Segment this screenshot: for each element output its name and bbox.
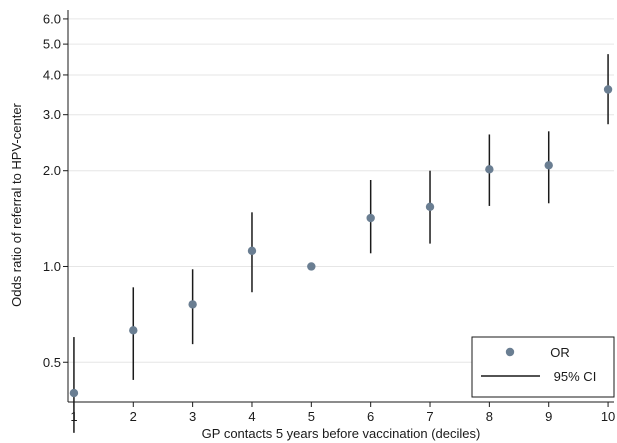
y-tick-label: 1.0 [43,259,61,274]
data-marks [69,54,613,433]
grid [68,18,614,363]
or-point [544,161,553,170]
y-tick-label: 5.0 [43,37,61,52]
x-tick-label: 9 [545,409,552,424]
or-point [425,202,435,212]
y-tick-label: 2.0 [43,163,61,178]
y-tick-label: 6.0 [43,11,61,26]
x-tick-label: 7 [426,409,433,424]
x-axis-title: GP contacts 5 years before vaccination (… [202,426,481,441]
or-point [307,262,316,271]
y-axis-ticks: 0.5 1.0 2.0 3.0 4.0 5.0 6.0 [43,11,68,370]
legend: OR 95% CI [471,336,615,398]
x-tick-label: 5 [308,409,315,424]
y-axis-title: Odds ratio of referral to HPV-center [9,102,24,306]
or-point [247,246,257,256]
x-tick-label: 8 [486,409,493,424]
or-point [129,326,138,335]
or-point [69,388,79,398]
or-point [603,85,613,94]
x-tick-label: 10 [601,409,615,424]
x-tick-label: 6 [367,409,374,424]
legend-box [471,336,615,398]
x-tick-label: 4 [248,409,255,424]
legend-marker-symbol [505,347,515,357]
or-point [366,213,375,223]
legend-label-ci: 95% CI [554,369,597,384]
y-tick-label: 4.0 [43,67,61,82]
x-tick-label: 2 [130,409,137,424]
y-tick-label: 3.0 [43,107,61,122]
y-tick-label: 0.5 [43,355,61,370]
x-tick-label: 3 [189,409,196,424]
or-point [485,165,494,174]
or-point [188,300,197,309]
legend-label-or: OR [550,345,570,360]
